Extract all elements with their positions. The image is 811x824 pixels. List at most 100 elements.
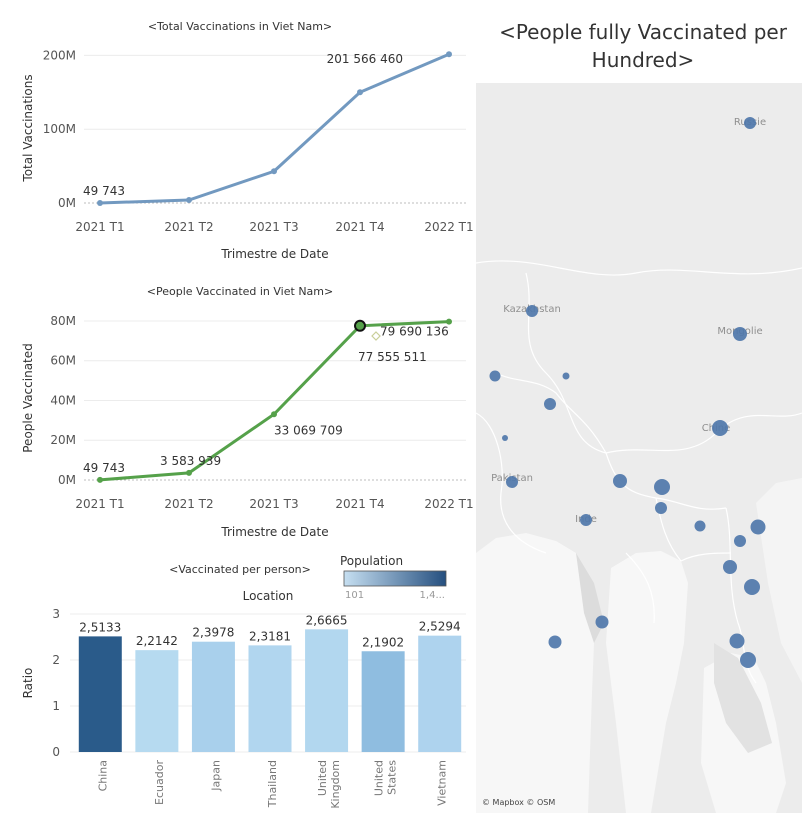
c2-y-tick: 0M bbox=[58, 473, 76, 487]
c1-x-tick: 2022 T1 bbox=[424, 220, 473, 234]
ratio-bar[interactable] bbox=[361, 651, 405, 752]
c1-x-tick: 2021 T1 bbox=[75, 220, 124, 234]
map-bubble[interactable] bbox=[580, 514, 592, 526]
c1-point[interactable] bbox=[97, 199, 103, 206]
c1-point[interactable] bbox=[186, 197, 192, 204]
bay-of-bengal bbox=[606, 551, 688, 813]
map-bubble[interactable] bbox=[740, 652, 756, 668]
map-bubble[interactable] bbox=[744, 117, 756, 129]
ratio-y-tick: 2 bbox=[52, 653, 60, 667]
ratio-bar[interactable] bbox=[135, 650, 179, 752]
ratio-value-label: 2,1902 bbox=[362, 635, 404, 649]
ratio-bar[interactable] bbox=[248, 645, 292, 752]
ratio-category-word: United bbox=[316, 760, 329, 796]
c1-x-tick: 2021 T3 bbox=[249, 220, 298, 234]
map-bubble[interactable] bbox=[544, 398, 556, 410]
c2-point-label: 79 690 136 bbox=[380, 325, 449, 339]
people-vacc-title: <People Vaccinated in Viet Nam> bbox=[147, 285, 333, 298]
map-bubble[interactable] bbox=[723, 560, 737, 574]
ratio-value-label: 2,3978 bbox=[192, 626, 234, 640]
people-vacc-x-ticks: 2021 T1 2021 T2 2021 T3 2021 T4 2022 T1 bbox=[75, 497, 473, 511]
ratio-category-word: States bbox=[386, 760, 399, 795]
c2-point-label: 3 583 939 bbox=[160, 454, 221, 468]
ratio-category-label: Ecuador bbox=[153, 760, 166, 805]
ratio-category-label: United Kingdom bbox=[316, 760, 342, 809]
c2-y-tick: 20M bbox=[50, 433, 76, 447]
total-vacc-point-labels: 49 743 201 566 460 bbox=[83, 52, 403, 198]
ratio-y-tick: 1 bbox=[52, 699, 60, 713]
map-bubble[interactable] bbox=[595, 615, 609, 629]
c1-y-tick: 200M bbox=[43, 48, 76, 62]
total-vacc-title: <Total Vaccinations in Viet Nam> bbox=[148, 20, 332, 33]
ratio-category-label: China bbox=[96, 760, 109, 791]
ratio-y-tick: 0 bbox=[52, 745, 60, 759]
c1-x-tick: 2021 T4 bbox=[335, 220, 384, 234]
total-vacc-y-ticks: 0M 100M 200M bbox=[43, 48, 76, 210]
ratio-value-labels: 2,5133 2,2142 2,3978 2,3181 2,6665 2,1902 2,52… bbox=[79, 613, 460, 649]
c1-y-tick: 100M bbox=[43, 122, 76, 136]
c1-point-label: 49 743 bbox=[83, 184, 125, 198]
c2-point[interactable] bbox=[446, 318, 452, 325]
map-panel[interactable]: RussieKazakhstanMongolieChinePakistanInd… bbox=[476, 83, 802, 813]
people-vacc-point-labels: 49 743 3 583 939 33 069 709 77 555 511 79 69… bbox=[83, 325, 449, 475]
c2-point[interactable] bbox=[97, 476, 103, 483]
map-bubble[interactable] bbox=[613, 474, 627, 488]
c2-x-tick: 2022 T1 bbox=[424, 497, 473, 511]
map-bubble[interactable] bbox=[750, 519, 766, 535]
map-bubble[interactable] bbox=[654, 479, 670, 495]
map-bubble[interactable] bbox=[729, 633, 745, 649]
ratio-category-word: Thailand bbox=[266, 760, 279, 808]
c1-point[interactable] bbox=[271, 168, 277, 175]
c1-point[interactable] bbox=[357, 89, 363, 96]
people-vacc-y-label: People Vaccinated bbox=[21, 343, 35, 453]
ratio-category-label: United States bbox=[373, 760, 399, 796]
c2-selected-point[interactable] bbox=[354, 319, 366, 332]
map-bubble[interactable] bbox=[733, 327, 747, 341]
total-vacc-y-label: Total Vaccinations bbox=[21, 74, 35, 182]
total-vacc-line bbox=[99, 52, 450, 205]
charts-panel: <Total Vaccinations in Viet Nam> 0M100M2… bbox=[21, 20, 474, 809]
map-bubble[interactable] bbox=[506, 476, 518, 488]
c2-point[interactable] bbox=[186, 469, 192, 476]
c2-y-tick: 80M bbox=[50, 314, 76, 328]
map-bubble[interactable] bbox=[712, 420, 728, 436]
ratio-value-label: 2,3181 bbox=[249, 629, 291, 643]
map-bubbles[interactable] bbox=[489, 117, 766, 668]
map-bubble[interactable] bbox=[489, 370, 501, 382]
ratio-bar[interactable] bbox=[418, 635, 462, 752]
ratio-category-labels: China Ecuador Japan Thailand United Kingdom Un… bbox=[96, 760, 448, 809]
ratio-category-label: Japan bbox=[209, 760, 222, 792]
ratio-category-word: Kingdom bbox=[329, 760, 342, 809]
map-bubble[interactable] bbox=[526, 305, 538, 317]
ratio-category-label: Vietnam bbox=[436, 760, 449, 806]
map-bubble[interactable] bbox=[744, 579, 760, 595]
map-bubble[interactable] bbox=[655, 502, 667, 514]
ratio-category-word: Japan bbox=[209, 760, 222, 792]
legend-title: Population bbox=[340, 554, 403, 568]
ratio-category-word: Ecuador bbox=[153, 760, 166, 805]
map-bubble[interactable] bbox=[502, 435, 508, 441]
ratio-y-label: Ratio bbox=[21, 668, 35, 699]
ratio-y-tick: 3 bbox=[52, 607, 60, 621]
map-bubble[interactable] bbox=[734, 535, 746, 547]
c2-x-tick: 2021 T3 bbox=[249, 497, 298, 511]
c2-x-tick: 2021 T1 bbox=[75, 497, 124, 511]
c2-point[interactable] bbox=[271, 411, 277, 418]
map-attribution: © Mapbox © OSM bbox=[482, 798, 555, 807]
total-vacc-points[interactable] bbox=[97, 51, 452, 206]
legend-max-label: 1,4... bbox=[420, 590, 445, 601]
east-sea bbox=[756, 478, 802, 683]
ratio-bar[interactable] bbox=[191, 641, 235, 752]
c1-y-tick: 0M bbox=[58, 196, 76, 210]
c1-point[interactable] bbox=[446, 51, 452, 58]
ratio-bar[interactable] bbox=[305, 629, 349, 752]
c2-point-label: 33 069 709 bbox=[274, 423, 343, 437]
ratio-value-label: 2,5294 bbox=[419, 620, 461, 634]
map-bubble[interactable] bbox=[694, 520, 706, 532]
people-vacc-points[interactable] bbox=[97, 318, 452, 483]
ratio-bar[interactable] bbox=[78, 636, 122, 752]
map-bubble[interactable] bbox=[548, 635, 562, 649]
total-vacc-x-label: Trimestre de Date bbox=[220, 247, 328, 261]
ratio-bars[interactable] bbox=[78, 629, 462, 752]
map-bubble[interactable] bbox=[562, 372, 570, 380]
